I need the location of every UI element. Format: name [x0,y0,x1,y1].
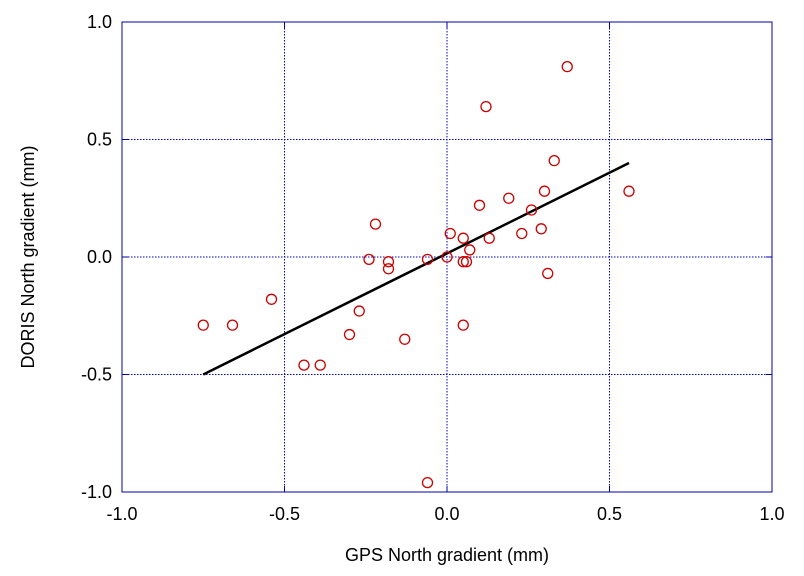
data-point [382,256,395,268]
data-point [538,185,551,197]
x-axis-label: GPS North gradient (mm) [345,545,549,565]
data-point [503,192,515,204]
data-point [226,319,239,331]
data-point [623,185,635,197]
data-point [421,476,434,489]
data-point [421,253,434,266]
data-point [343,328,356,341]
data-point [473,199,486,211]
y-tick-label: -0.5 [81,365,112,385]
data-point [542,267,554,280]
data-point [441,251,453,263]
y-tick-label: 0.0 [87,247,112,267]
y-tick-label: 0.5 [87,130,112,150]
x-tick-label: 1.0 [759,504,784,524]
data-point [535,223,547,235]
data-point [353,305,365,317]
data-point [444,227,456,240]
axis-ticks [121,21,773,493]
y-tick-labels: -1.0 -0.5 0.0 0.5 1.0 [81,12,112,502]
data-point [197,319,209,331]
data-point [480,100,492,113]
data-point [561,61,573,73]
x-tick-label: -0.5 [269,504,300,524]
x-tick-label: 0.5 [597,504,622,524]
data-point [457,232,469,244]
regression-line [202,161,630,376]
data-point [464,244,476,256]
data-point [298,359,310,371]
data-point [548,154,560,167]
data-point [363,253,375,266]
data-point [516,227,528,240]
data-point [382,263,395,275]
x-tick-label: -1.0 [106,504,137,524]
fit-line-segment [202,161,630,376]
x-tick-label: 0.0 [434,504,459,524]
x-tick-labels: -1.0 -0.5 0.0 0.5 1.0 [106,504,784,524]
data-point [369,218,382,230]
data-point [399,333,411,345]
data-point [457,256,469,268]
data-point [265,293,278,305]
data-points [197,61,635,489]
data-point [525,204,538,216]
data-point [457,319,469,331]
data-point [483,232,495,244]
data-point [314,359,326,371]
data-point [460,256,473,268]
y-tick-label: 1.0 [87,12,112,32]
y-axis-label: DORIS North gradient (mm) [18,145,38,368]
grid-lines [122,22,772,492]
y-tick-label: -1.0 [81,482,112,502]
